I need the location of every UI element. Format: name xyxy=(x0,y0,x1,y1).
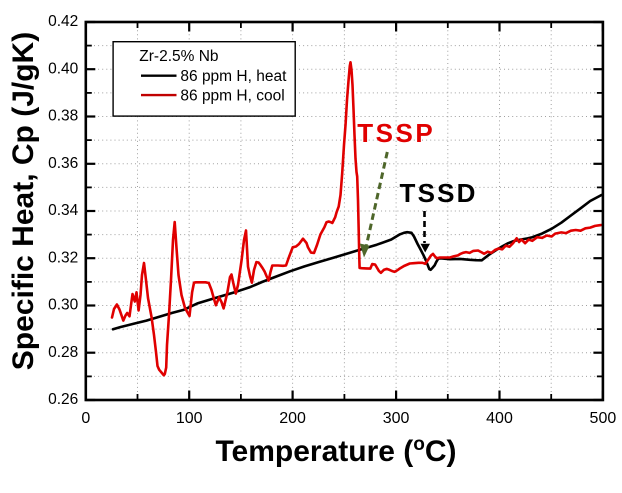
svg-text:TSSD: TSSD xyxy=(400,178,478,208)
svg-text:200: 200 xyxy=(279,410,306,427)
svg-text:0.26: 0.26 xyxy=(48,391,78,408)
svg-text:500: 500 xyxy=(590,410,617,427)
svg-text:0.30: 0.30 xyxy=(48,297,79,314)
svg-text:Zr-2.5% Nb: Zr-2.5% Nb xyxy=(139,48,218,65)
svg-text:86 ppm H, heat: 86 ppm H, heat xyxy=(180,68,287,85)
svg-text:0.28: 0.28 xyxy=(48,344,78,361)
svg-text:0.36: 0.36 xyxy=(48,155,78,172)
svg-text:0.34: 0.34 xyxy=(48,202,79,219)
svg-text:0.32: 0.32 xyxy=(48,249,78,266)
svg-text:300: 300 xyxy=(383,410,410,427)
svg-text:86 ppm H, cool: 86 ppm H, cool xyxy=(180,87,284,104)
svg-text:Specific Heat, Cp (J/gK): Specific Heat, Cp (J/gK) xyxy=(7,32,40,370)
svg-text:0: 0 xyxy=(81,410,90,427)
svg-text:0.40: 0.40 xyxy=(48,61,79,78)
svg-text:100: 100 xyxy=(176,410,203,427)
svg-text:TSSP: TSSP xyxy=(357,118,435,148)
svg-text:0.38: 0.38 xyxy=(48,108,78,125)
svg-text:0.42: 0.42 xyxy=(48,13,78,30)
svg-text:400: 400 xyxy=(486,410,513,427)
